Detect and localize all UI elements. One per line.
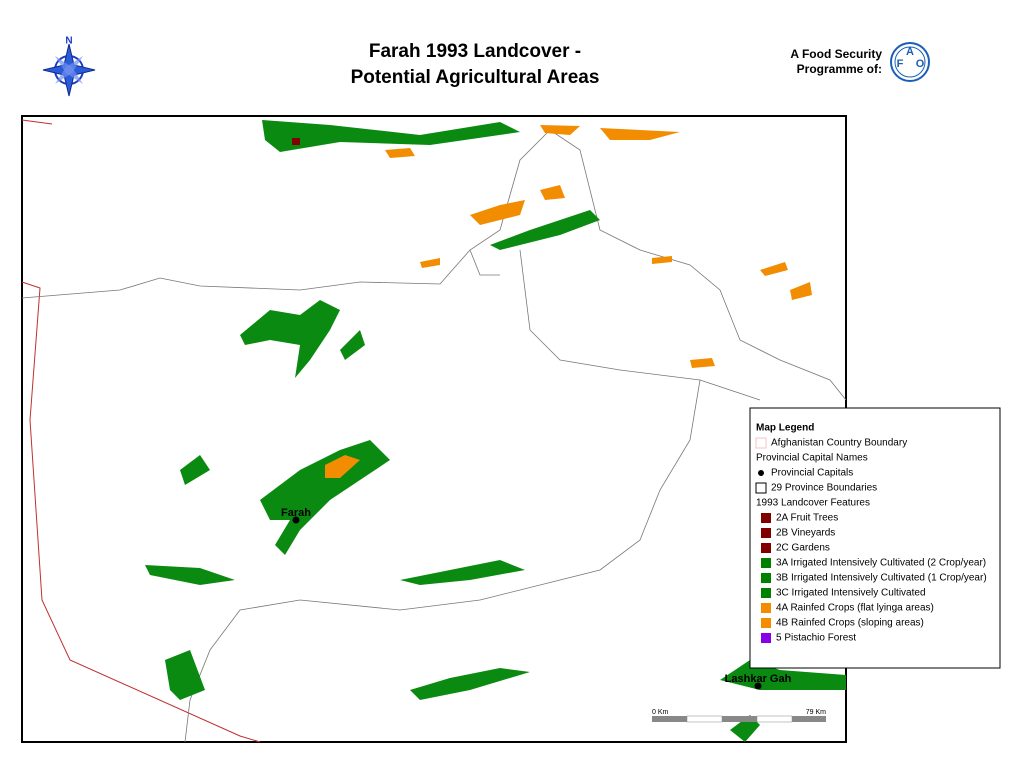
place-label: Lashkar Gah (725, 673, 792, 685)
legend-label: 29 Province Boundaries (771, 483, 877, 494)
legend-symbol (761, 558, 771, 568)
capital-dot (292, 516, 300, 524)
legend-label: 1993 Landcover Features (756, 498, 870, 509)
logo-letter: F (897, 58, 904, 70)
place-label: Farah (281, 507, 311, 519)
scale-bar: 0 Km 79 Km (652, 709, 826, 723)
legend-label: 3C Irrigated Intensively Cultivated (776, 588, 926, 599)
legend-symbol (758, 470, 764, 476)
legend-label: 4B Rainfed Crops (sloping areas) (776, 618, 924, 629)
legend-label: 2A Fruit Trees (776, 513, 838, 524)
legend-symbol (761, 603, 771, 613)
legend-symbol (755, 437, 767, 449)
legend: Afghanistan Country Boundary Provincial C… (755, 437, 987, 644)
logo-letter: O (916, 58, 925, 70)
legend-symbol (761, 618, 771, 628)
legend-label: 3A Irrigated Intensively Cultivated (2 C… (776, 558, 986, 569)
legend-label: Afghanistan Country Boundary (771, 438, 907, 449)
sponsor: A Food Security (790, 47, 882, 61)
north-label: N (65, 36, 72, 47)
compass (42, 43, 96, 97)
scale-label: 0 Km (652, 709, 669, 716)
places: Farah Lashkar Gah (281, 507, 792, 690)
legend-label: 2C Gardens (776, 543, 830, 554)
legend-label: 2B Vineyards (776, 528, 835, 539)
capital-dot (754, 682, 762, 690)
sponsor: Programme of: (797, 62, 882, 76)
legend-symbol (761, 543, 771, 553)
scale-label: 79 Km (806, 709, 826, 716)
logo-letter: A (906, 46, 914, 58)
title: Potential Agricultural Areas (351, 67, 600, 88)
legend-symbol (755, 482, 767, 494)
legend-symbol (761, 513, 771, 523)
legend-symbol (761, 573, 771, 583)
legend-box (749, 407, 1001, 669)
legend-title: Map Legend (756, 423, 814, 434)
fao-logo: F A O (890, 42, 930, 82)
legend-symbol (761, 588, 771, 598)
title: Farah 1993 Landcover - (369, 41, 581, 62)
legend-label: 3B Irrigated Intensively Cultivated (1 C… (776, 573, 987, 584)
legend-symbol (761, 633, 771, 643)
legend-label: Provincial Capitals (771, 468, 853, 479)
legend-label: 4A Rainfed Crops (flat lyinga areas) (776, 603, 934, 614)
map (21, 115, 847, 743)
legend-label: Provincial Capital Names (756, 453, 868, 464)
legend-symbol (761, 528, 771, 538)
legend-label: 5 Pistachio Forest (776, 633, 856, 644)
